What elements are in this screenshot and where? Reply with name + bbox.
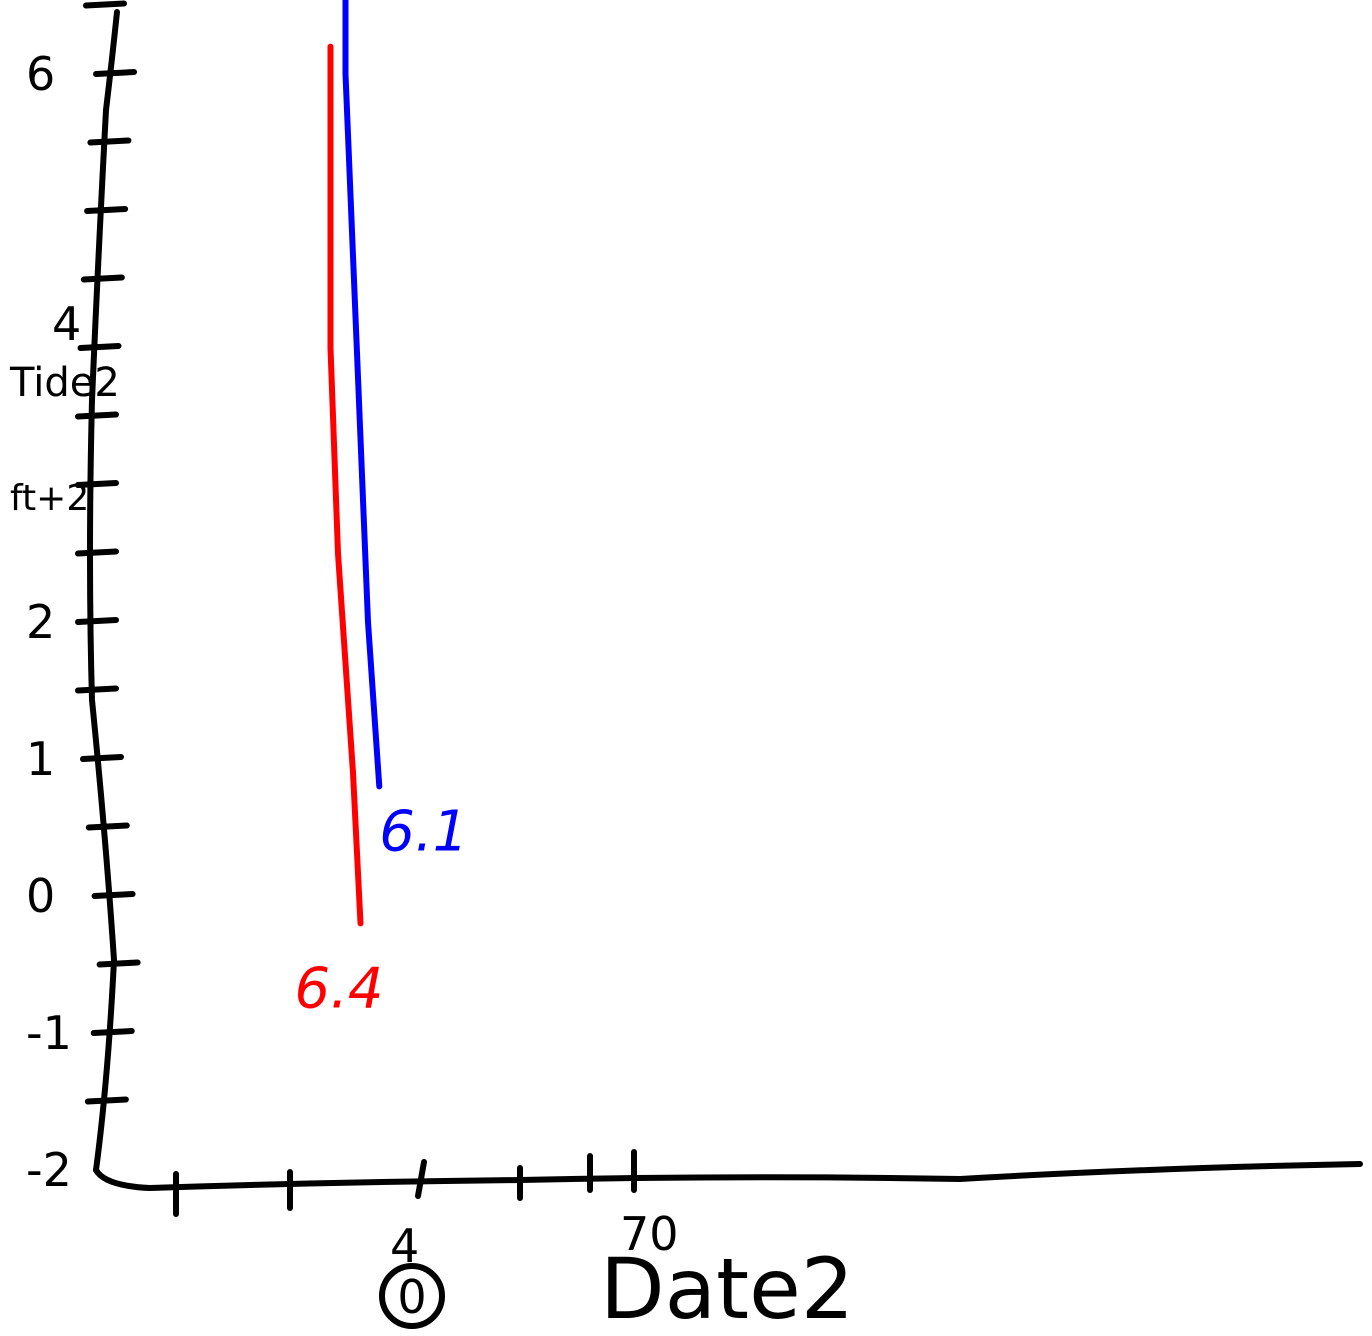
x-axis-line (93, 1161, 1363, 1191)
y-tick-15 (93, 69, 138, 77)
series-end-label-0: 6.4 (295, 956, 384, 1021)
y-tick-13 (84, 206, 129, 214)
y-tick-3 (91, 891, 136, 899)
y-tick-9 (75, 480, 119, 488)
x-tick-2 (415, 1159, 427, 1199)
series-end-label-1: 6.1 (379, 799, 468, 864)
y-tick-7 (75, 617, 119, 625)
y-tick-label-3: 1 (26, 732, 55, 786)
y-tick-12 (80, 274, 125, 283)
y-tick-2 (96, 959, 141, 968)
y-tick-label-5: 4 (52, 297, 81, 351)
y-tick-label-4: 2 (26, 595, 55, 649)
y-tick-8 (75, 548, 119, 557)
y-tick-0 (84, 1096, 129, 1105)
x-axis-note-text: 0 (397, 1270, 426, 1324)
x-tick-label-70: 70 (620, 1207, 679, 1261)
y-tick-10 (75, 411, 119, 420)
y-tick-14 (87, 137, 132, 146)
x-axis-note-circle (379, 1263, 445, 1329)
y-tick-16 (83, 0, 127, 9)
x-axis-ticks (173, 1149, 637, 1217)
y-tick-11 (77, 343, 122, 351)
y-axis-ticks (75, 0, 141, 1105)
y-tick-label-1: -1 (26, 1006, 72, 1060)
x-axis-note: 0 (379, 1263, 445, 1329)
y-axis-title: Tide2 (9, 360, 120, 406)
series-end-labels: 6.4 6.1 (295, 799, 469, 1021)
y-axis-tick-labels: -2 -1 0 1 2 4 6 (26, 47, 81, 1197)
y-axis-line (87, 9, 120, 1173)
y-tick-label-6: 6 (26, 47, 55, 101)
series-line-0 (327, 43, 364, 927)
y-tick-6 (75, 685, 119, 694)
y-tick-label-2: 0 (26, 869, 55, 923)
y-tick-5 (79, 754, 124, 762)
y-tick-label-0: -2 (26, 1143, 72, 1197)
y-tick-4 (85, 822, 130, 831)
y-axis-unit: ft+2 (10, 478, 89, 519)
y-tick-1 (90, 1028, 135, 1036)
series-lines (327, 0, 383, 927)
x-axis-title: Date2 (600, 1240, 854, 1336)
series-line-1 (342, 0, 383, 790)
